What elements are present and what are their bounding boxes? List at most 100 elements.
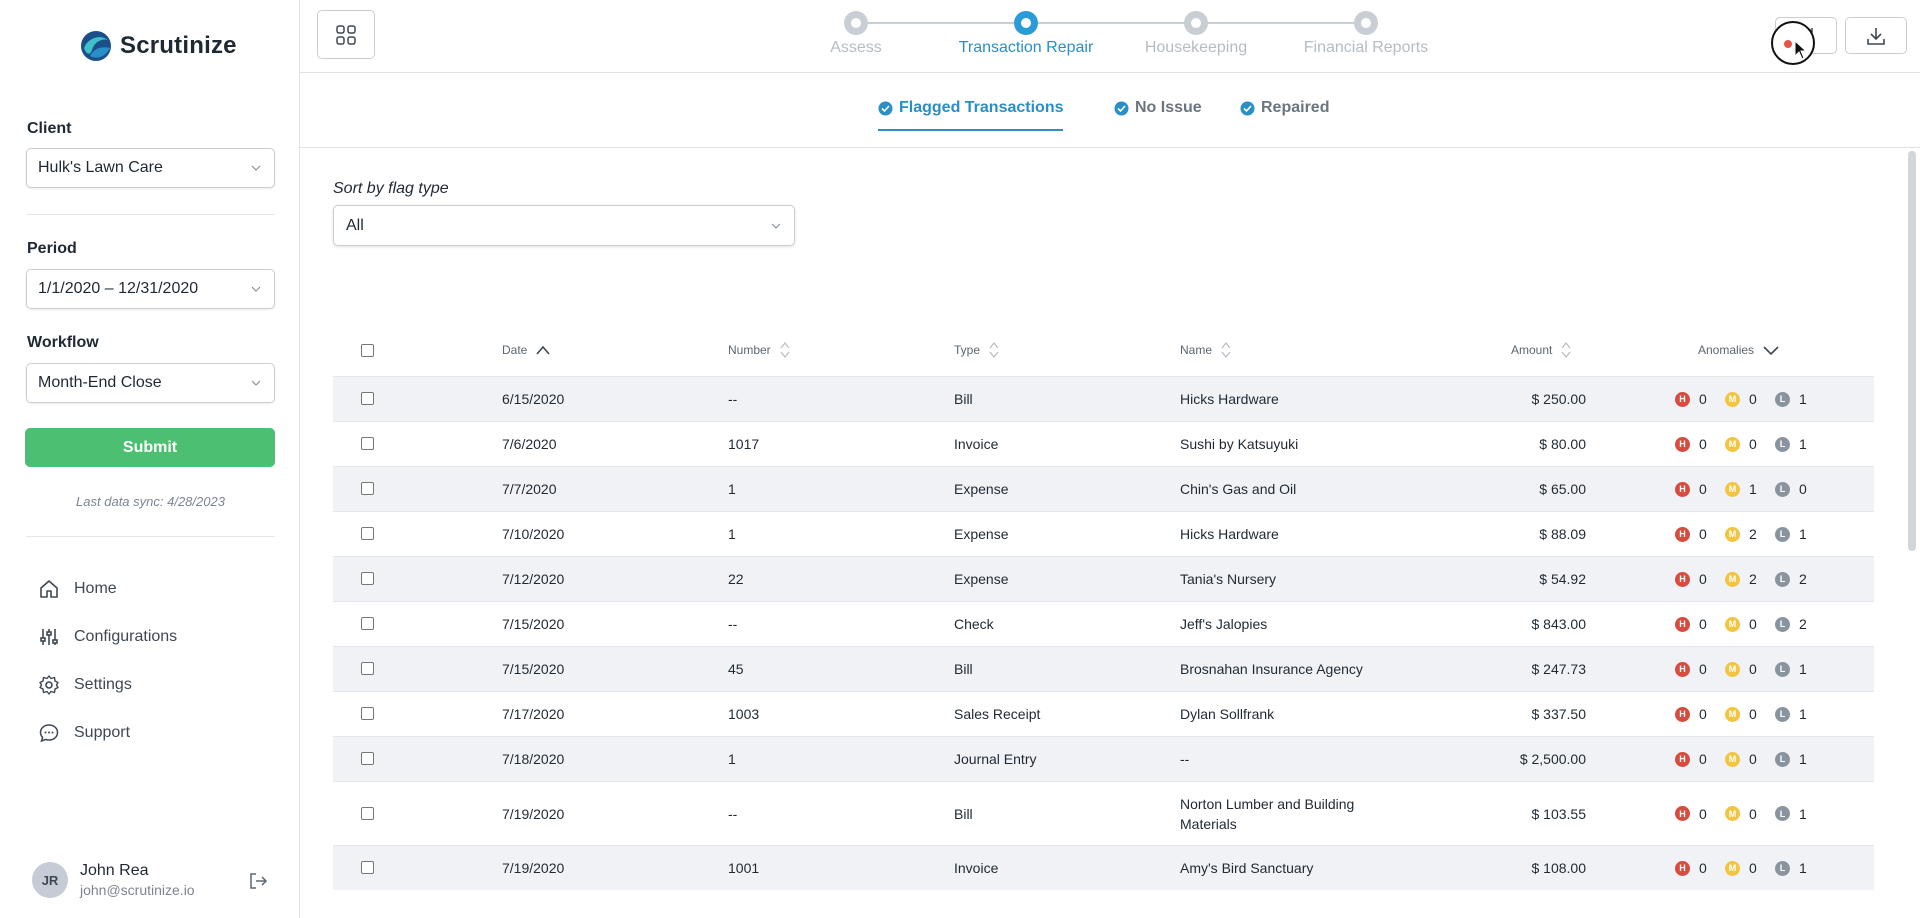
nav-item-configurations[interactable]: Configurations [38, 626, 177, 648]
apps-menu-button[interactable] [317, 10, 375, 59]
nav-item-label: Settings [74, 676, 132, 693]
low-count: 0 [1799, 481, 1807, 497]
workflow-label: Workflow [27, 334, 99, 351]
step-housekeeping[interactable]: Housekeeping [1116, 11, 1276, 57]
table-body: 6/15/2020 -- Bill Hicks Hardware $ 250.00 H 0 M… [333, 376, 1874, 890]
table-row[interactable]: 7/17/2020 1003 Sales Receipt Dylan Sollfran… [333, 691, 1874, 736]
row-checkbox[interactable] [361, 572, 374, 585]
step-transaction-repair[interactable]: Transaction Repair [946, 11, 1106, 57]
scrollbar[interactable] [1908, 151, 1916, 551]
column-number[interactable]: Number [728, 339, 791, 361]
row-checkbox[interactable] [361, 482, 374, 495]
table-header: Date Number Type Name Amount [333, 326, 1874, 376]
row-checkbox[interactable] [361, 437, 374, 450]
chevron-down-icon [251, 165, 261, 171]
medium-severity-badge: M [1725, 706, 1740, 722]
row-checkbox[interactable] [361, 662, 374, 675]
row-checkbox[interactable] [361, 806, 374, 820]
chat-icon [39, 724, 59, 743]
high-count: 0 [1699, 481, 1707, 497]
cell-name: Sushi by Katsuyuki [1180, 436, 1299, 452]
table-row[interactable]: 7/19/2020 -- Bill Norton Lumber and Buildin… [333, 781, 1874, 845]
tab-label: Repaired [1261, 99, 1330, 116]
cell-amount: $ 65.00 [1539, 481, 1586, 497]
cell-date: 7/19/2020 [502, 860, 565, 876]
submit-button[interactable]: Submit [25, 428, 275, 467]
row-checkbox[interactable] [361, 527, 374, 540]
nav-item-settings[interactable]: Settings [38, 674, 132, 696]
select-all-checkbox[interactable] [361, 344, 374, 357]
logout-icon[interactable] [248, 871, 268, 891]
avatar: JR [32, 862, 68, 898]
column-label: Type [954, 343, 981, 357]
medium-severity-badge: M [1725, 751, 1740, 767]
low-severity-badge: L [1775, 706, 1790, 722]
cell-number: 1003 [728, 706, 760, 722]
column-anomalies[interactable]: Anomalies [1698, 339, 1780, 361]
download-button[interactable] [1845, 17, 1907, 54]
low-count: 1 [1799, 661, 1807, 677]
medium-count: 0 [1749, 706, 1757, 722]
workflow-select[interactable]: Month-End Close [26, 363, 275, 403]
table-row[interactable]: 7/7/2020 1 Expense Chin's Gas and Oil $ 65.0… [333, 466, 1874, 511]
client-select[interactable]: Hulk's Lawn Care [26, 148, 275, 188]
tab-flagged-transactions[interactable]: Flagged Transactions [878, 99, 1064, 131]
table-row[interactable]: 7/18/2020 1 Journal Entry -- $ 2,500.00 H 0 M 0 L… [333, 736, 1874, 781]
medium-severity-badge: M [1725, 616, 1740, 632]
column-name[interactable]: Name [1180, 339, 1232, 361]
medium-severity-badge: M [1725, 661, 1740, 677]
high-severity-badge: H [1675, 616, 1690, 632]
table-row[interactable]: 7/19/2020 1001 Invoice Amy's Bird Sanctuary… [333, 845, 1874, 890]
low-severity-badge: L [1775, 436, 1790, 452]
high-severity-badge: H [1675, 526, 1690, 542]
step-assess[interactable]: Assess [776, 11, 936, 57]
tab-no-issue[interactable]: No Issue [1114, 99, 1202, 129]
column-type[interactable]: Type [954, 339, 1000, 361]
row-checkbox[interactable] [361, 617, 374, 630]
nav-item-support[interactable]: Support [38, 722, 130, 744]
last-sync-text: Last data sync: 4/28/2023 [76, 494, 225, 509]
column-amount[interactable]: Amount [1511, 339, 1572, 361]
table-row[interactable]: 7/12/2020 22 Expense Tania's Nursery $ 54.92… [333, 556, 1874, 601]
period-select[interactable]: 1/1/2020 – 12/31/2020 [26, 269, 275, 309]
table-row[interactable]: 7/10/2020 1 Expense Hicks Hardware $ 88.09 H 0… [333, 511, 1874, 556]
row-checkbox[interactable] [361, 752, 374, 765]
row-checkbox[interactable] [361, 861, 374, 874]
high-severity-badge: H [1675, 860, 1690, 876]
cell-type: Check [954, 616, 994, 632]
step-financial-reports[interactable]: Financial Reports [1286, 11, 1446, 57]
grid-icon [336, 24, 356, 45]
column-date[interactable]: Date [502, 339, 551, 361]
download-icon [1867, 27, 1885, 45]
high-severity-badge: H [1675, 436, 1690, 452]
gear-icon [39, 675, 59, 695]
cell-type: Invoice [954, 860, 999, 876]
tab-repaired[interactable]: Repaired [1240, 99, 1329, 129]
medium-count: 0 [1749, 661, 1757, 677]
stepper-track [856, 22, 1366, 24]
row-checkbox[interactable] [361, 392, 374, 405]
table-row[interactable]: 7/6/2020 1017 Invoice Sushi by Katsuyuki $ 8… [333, 421, 1874, 466]
table-row[interactable]: 7/15/2020 45 Bill Brosnahan Insurance Agenc… [333, 646, 1874, 691]
check-circle-icon [878, 101, 893, 115]
low-count: 1 [1799, 391, 1807, 407]
cell-type: Bill [954, 805, 973, 822]
divider [26, 214, 275, 215]
row-checkbox[interactable] [361, 707, 374, 720]
low-count: 1 [1799, 860, 1807, 876]
logo[interactable]: Scrutinize [80, 30, 237, 62]
flag-type-select[interactable]: All [333, 205, 795, 246]
cell-type: Sales Receipt [954, 706, 1041, 722]
cursor-dot [1784, 40, 1792, 48]
table-row[interactable]: 7/15/2020 -- Check Jeff's Jalopies $ 843.00 H… [333, 601, 1874, 646]
period-label: Period [27, 240, 77, 257]
nav-item-home[interactable]: Home [38, 578, 117, 600]
check-circle-icon [1240, 101, 1255, 115]
table-row[interactable]: 6/15/2020 -- Bill Hicks Hardware $ 250.00 H 0 M… [333, 376, 1874, 421]
brand-name: Scrutinize [120, 32, 237, 59]
user-email: john@scrutinize.io [80, 882, 195, 898]
